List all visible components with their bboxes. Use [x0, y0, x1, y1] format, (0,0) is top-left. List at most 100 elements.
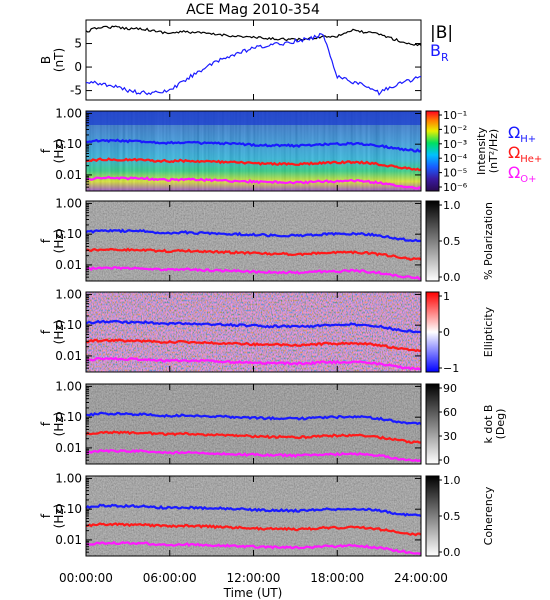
panel-intensity-colorbar-unit: (nT²/Hz) [487, 129, 500, 173]
spectrogram-panels: 1.000.100.01f (Hz)10⁻¹10⁻²10⁻³10⁻⁴10⁻⁵10⁻… [39, 106, 507, 559]
gyro-line-Hplus [85, 503, 422, 517]
colorbar-tick-label: 0.0 [443, 546, 461, 559]
legend-omega-Heplus: ΩHe+ [508, 143, 542, 165]
gyrofrequency-legend: ΩH+ΩHe+ΩO+ [508, 123, 542, 185]
legend-omega-Oplus: ΩO+ [508, 163, 536, 185]
legend-b-r-main: B [430, 41, 441, 60]
colorbar-tick-label: 1.0 [443, 474, 461, 487]
legend-omega-symbol: Ω [508, 163, 520, 182]
legend-omega-sub: He+ [520, 154, 542, 165]
freq-tick-label: 1.00 [55, 196, 82, 210]
gyro-line-Hplus [85, 138, 422, 153]
colorbar-tick-label: 10⁻¹ [443, 109, 467, 122]
x-tick-label: 24:00:00 [394, 571, 448, 585]
gyro-line-Oplus [85, 356, 422, 371]
colorbar-tick-label: 10⁻³ [443, 138, 467, 151]
gyro-line-Heplus [85, 247, 422, 262]
freq-tick-label: 0.10 [55, 502, 82, 516]
bfield-yunit: (nT) [52, 48, 66, 72]
panel-ellipticity-yunit: (Hz) [52, 320, 66, 345]
panel-intensity-colorbar-title: Intensity [475, 127, 488, 175]
panel-polarization-colorbar [425, 200, 440, 282]
bfield-y-tick-label: 0 [74, 60, 82, 74]
panel-polarization-ylabel: f [39, 238, 53, 243]
gyro-line-Heplus [85, 338, 422, 353]
x-axis-title: Time (UT) [223, 586, 283, 600]
panel-coherency-colorbar-title: Coherency [482, 486, 495, 545]
panel-coherency: 1.00 0.10 0.01 f (Hz) 1.0 0.5 0.0 Coherency [39, 471, 495, 559]
bfield-y-ticks: 5 0 -5 [70, 37, 421, 98]
gyro-line-Hplus [85, 319, 422, 334]
freq-tick-label: 1.00 [55, 287, 82, 301]
colorbar-tick-label: 1 [443, 290, 450, 303]
colorbar-tick-label: 0.5 [443, 235, 461, 248]
freq-tick-label: 0.10 [55, 318, 82, 332]
bfield-y-tick-label: 5 [74, 37, 82, 51]
colorbar-tick-label: 0 [443, 454, 450, 467]
legend-omega-symbol: Ω [508, 123, 520, 142]
gyro-line-Oplus [85, 540, 422, 555]
panel-coherency-ylabel: f [39, 513, 53, 518]
freq-tick-label: 1.00 [55, 106, 82, 120]
legend-omega-Hplus: ΩH+ [508, 123, 536, 145]
panel-coherency-yunit: (Hz) [52, 504, 66, 529]
gyro-line-Hplus [85, 228, 422, 243]
legend-b-r: BR [430, 41, 449, 64]
bfield-ylabel: B [39, 56, 53, 64]
legend-omega-sub: O+ [520, 174, 536, 185]
panel-ellipticity-texture [86, 292, 421, 372]
time-axis: 00:00:00 06:00:00 12:00:00 18:00:00 24:00:00 [59, 20, 448, 585]
x-tick-label: 06:00:00 [143, 571, 197, 585]
freq-tick-label: 1.00 [55, 379, 82, 393]
panel-coherency-colorbar [425, 475, 440, 557]
colorbar-tick-label: 0 [443, 326, 450, 339]
panel-ellipticity-ylabel: f [39, 329, 53, 334]
gyro-line-Heplus [85, 157, 422, 172]
freq-tick-label: 0.10 [55, 227, 82, 241]
b-r-line [85, 32, 422, 96]
freq-tick-label: 0.10 [55, 410, 82, 424]
legend-b-total: |B| [430, 23, 453, 43]
panel-kdotb-yunit: (Hz) [52, 412, 66, 437]
bfield-y-tick-label: -5 [70, 84, 82, 98]
panel-intensity-yunit: (Hz) [52, 139, 66, 164]
gyro-line-Heplus [85, 522, 422, 537]
legend-omega-symbol: Ω [508, 143, 520, 162]
gyro-line-Oplus [85, 448, 422, 463]
colorbar-tick-label: 60 [443, 406, 457, 419]
x-tick-label: 12:00:00 [227, 571, 281, 585]
panel-kdotb-colorbar-title: k dot B [482, 405, 495, 444]
colorbar-tick-label: 10⁻⁶ [443, 181, 468, 194]
panel-polarization-yunit: (Hz) [52, 229, 66, 254]
colorbar-tick-label: 30 [443, 430, 457, 443]
gyro-line-Oplus [85, 175, 422, 190]
colorbar-tick-label: 0.5 [443, 510, 461, 523]
colorbar-tick-label: 10⁻⁴ [443, 152, 468, 165]
gyro-line-Oplus [85, 266, 422, 281]
legend-b-r-sub: R [441, 51, 449, 64]
panel-polarization-colorbar-title: % Polarization [482, 202, 495, 280]
panel-ellipticity-colorbar-title: Ellipticity [482, 306, 495, 357]
figure-title: ACE Mag 2010-354 [186, 2, 320, 18]
freq-tick-label: 1.00 [55, 471, 82, 485]
b-total-line [85, 25, 422, 47]
panel-intensity-colorbar [425, 110, 440, 192]
colorbar-tick-label: 1.0 [443, 199, 461, 212]
gyro-line-Heplus [85, 430, 421, 444]
freq-tick-label: 0.01 [55, 349, 82, 363]
colorbar-tick-label: 0.0 [443, 271, 461, 284]
colorbar-tick-label: 90 [443, 382, 457, 395]
freq-tick-label: 0.01 [55, 441, 82, 455]
panel-kdotb-colorbar-unit: (Deg) [494, 409, 507, 440]
x-tick-label: 00:00:00 [59, 571, 113, 585]
freq-tick-label: 0.10 [55, 137, 82, 151]
panel-bfield: 50-5 B (nT) |B| BR [39, 19, 453, 101]
freq-tick-label: 0.01 [55, 258, 82, 272]
colorbar-tick-label: −1 [443, 362, 459, 375]
panel-intensity-ylabel: f [39, 148, 53, 153]
freq-tick-label: 0.01 [55, 168, 82, 182]
colorbar-tick-label: 10⁻² [443, 123, 467, 136]
x-tick-label: 18:00:00 [310, 571, 364, 585]
legend-omega-sub: H+ [520, 134, 536, 145]
